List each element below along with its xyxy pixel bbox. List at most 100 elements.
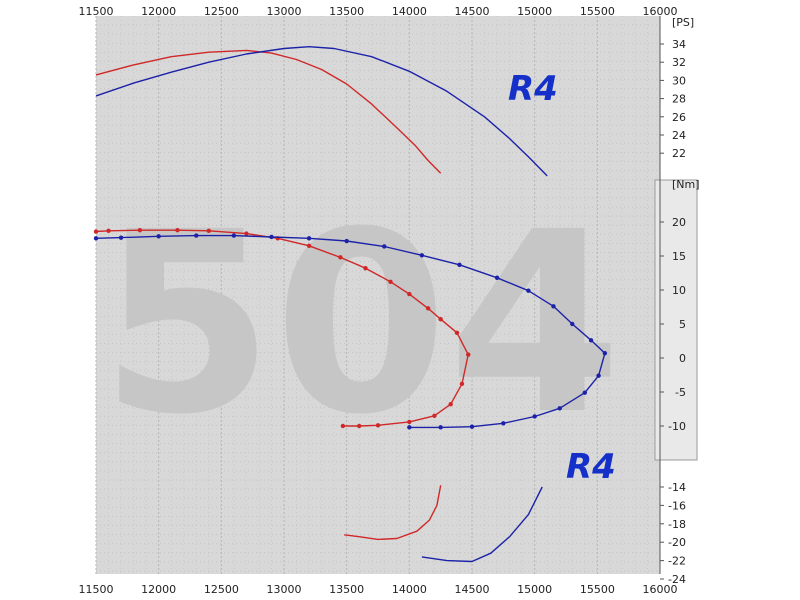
y-tick-label-lower: -18 xyxy=(668,518,686,531)
x-tick-label-top: 16000 xyxy=(643,5,678,18)
series-point-blue xyxy=(557,406,562,411)
series-point-red xyxy=(244,231,249,236)
series-point-red xyxy=(425,306,431,311)
series-point-blue xyxy=(382,244,387,249)
series-point-blue xyxy=(118,235,124,240)
x-tick-label-bottom: 16000 xyxy=(643,583,678,596)
series-point-red xyxy=(93,229,99,234)
series-point-red xyxy=(375,423,381,428)
series-point-blue xyxy=(551,304,556,309)
logo-r4-bottom: R4 xyxy=(566,447,616,487)
y-tick-label-lower: -16 xyxy=(668,499,686,512)
x-tick-label-top: 15500 xyxy=(580,5,615,18)
series-point-red xyxy=(306,243,312,248)
y-tick-label-power: 34 xyxy=(672,38,686,51)
x-tick-label-bottom: 13000 xyxy=(267,583,302,596)
x-tick-label-bottom: 15500 xyxy=(580,583,615,596)
series-point-blue xyxy=(407,425,412,430)
x-tick-label-top: 13000 xyxy=(267,5,302,18)
series-line-red-lower xyxy=(344,485,442,541)
series-point-blue xyxy=(194,233,199,238)
series-point-blue xyxy=(457,262,462,268)
x-tick-label-bottom: 11500 xyxy=(79,583,114,596)
series-point-blue xyxy=(469,424,475,429)
x-tick-label-top: 12500 xyxy=(204,5,239,18)
series-point-red xyxy=(438,317,443,322)
series-point-red xyxy=(466,352,471,357)
series-line-red-power xyxy=(95,49,442,174)
series-point-blue xyxy=(588,338,594,343)
logo-r4-top: R4 xyxy=(508,69,558,109)
y-tick-label-lower: -14 xyxy=(668,481,686,494)
series-line-blue-lower xyxy=(421,486,543,563)
y-tick-label-torque: 15 xyxy=(672,250,686,263)
y-tick-label-torque: -10 xyxy=(668,420,686,433)
plot-background xyxy=(96,16,660,574)
series-point-red xyxy=(388,279,393,285)
series-group xyxy=(93,46,608,563)
y-tick-label-torque: 0 xyxy=(679,352,686,365)
series-point-red xyxy=(175,227,180,233)
x-tick-label-bottom: 12500 xyxy=(204,583,239,596)
y-tick-label-power: 24 xyxy=(672,129,686,142)
x-tick-label-bottom: 15000 xyxy=(517,583,552,596)
y-tick-label-power: 22 xyxy=(672,147,686,160)
y-tick-label-torque: 10 xyxy=(672,284,686,297)
series-point-red xyxy=(407,419,412,425)
x-tick-label-top: 11500 xyxy=(79,5,114,18)
x-tick-label-top: 14500 xyxy=(455,5,490,18)
series-point-blue xyxy=(93,236,99,241)
y-tick-label-power: 30 xyxy=(672,74,686,87)
series-point-red xyxy=(363,266,368,271)
y-tick-label-lower: -22 xyxy=(668,555,686,568)
x-tick-label-bottom: 14000 xyxy=(392,583,427,596)
series-point-red xyxy=(357,423,362,429)
torque-unit-label: [Nm] xyxy=(672,178,700,191)
y-tick-label-power: 28 xyxy=(672,93,686,106)
x-tick-label-bottom: 12000 xyxy=(141,583,176,596)
series-line-blue-power xyxy=(95,46,548,177)
series-point-red xyxy=(407,291,412,297)
x-tick-label-bottom: 14500 xyxy=(455,583,490,596)
series-point-blue xyxy=(532,414,537,419)
series-point-red xyxy=(137,227,143,233)
series-point-red xyxy=(454,330,460,336)
series-point-blue xyxy=(494,275,500,280)
torque-axis-panel xyxy=(654,179,698,461)
series-point-blue xyxy=(269,234,274,240)
grid xyxy=(95,16,661,574)
y-tick-label-power: 26 xyxy=(672,111,686,124)
y-tick-label-torque: -5 xyxy=(675,386,686,399)
series-point-blue xyxy=(344,238,349,244)
y-tick-label-power: 32 xyxy=(672,56,686,69)
series-point-blue xyxy=(596,373,601,378)
series-point-blue xyxy=(306,236,312,241)
series-point-red xyxy=(338,255,343,260)
series-point-red xyxy=(106,228,111,234)
x-tick-labels: 11500 11500 12000 12000 12500 12500 13000 13000… xyxy=(79,5,678,596)
series-point-blue xyxy=(156,234,161,239)
series-point-blue xyxy=(602,351,608,356)
x-tick-label-top: 14000 xyxy=(392,5,427,18)
y-tick-labels: 22 24 26 28 30 32 34 20 15 10 5 0 -5 -10 -14 -16 -18 -20 -… xyxy=(660,38,686,586)
x-tick-label-top: 13500 xyxy=(329,5,364,18)
series-point-red xyxy=(448,402,453,407)
series-point-blue xyxy=(231,233,237,238)
series-point-red xyxy=(206,228,211,234)
series-point-blue xyxy=(419,253,425,258)
y-tick-label-lower: -20 xyxy=(668,536,686,549)
x-tick-label-bottom: 13500 xyxy=(329,583,364,596)
y-tick-label-torque: 5 xyxy=(679,318,686,331)
series-point-red xyxy=(459,381,465,387)
series-point-blue xyxy=(526,288,531,293)
series-point-blue xyxy=(570,321,575,327)
series-point-blue xyxy=(582,390,587,395)
series-point-blue xyxy=(438,425,443,430)
x-tick-label-top: 12000 xyxy=(141,5,176,18)
y-tick-label-lower: -24 xyxy=(668,573,686,586)
series-point-blue xyxy=(501,421,506,426)
series-point-red xyxy=(432,413,437,418)
x-tick-label-top: 15000 xyxy=(517,5,552,18)
y-tick-label-torque: 20 xyxy=(672,216,686,229)
